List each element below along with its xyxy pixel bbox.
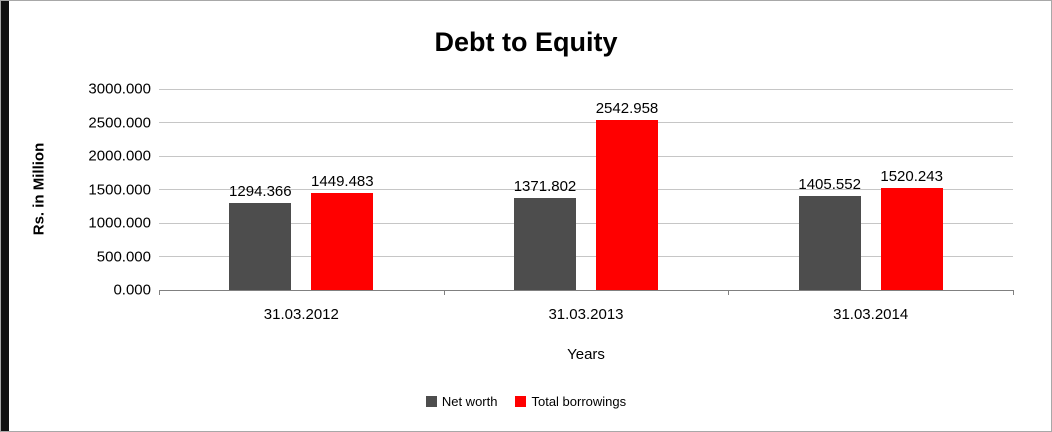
bar-net-worth	[798, 195, 861, 290]
y-axis-label: Rs. in Million	[30, 142, 48, 236]
chart-title: Debt to Equity	[434, 27, 618, 57]
gridline	[159, 155, 1013, 157]
x-axis-line	[159, 290, 1013, 291]
x-tick-label: 31.03.2014	[833, 306, 909, 323]
y-tick-label: 1000.000	[88, 214, 151, 232]
image-border-left	[1, 1, 9, 431]
y-axis-ticks: 0.000 500.000 1000.000 1500.000 2000.000 2500…	[56, 81, 151, 299]
x-axis-label: Years	[567, 346, 605, 363]
bar-net-worth	[514, 198, 576, 290]
legend: Net worth Total borrowings	[1, 394, 1051, 409]
y-tick-label: 2000.000	[88, 147, 151, 165]
axis-tick-mark	[159, 290, 160, 295]
y-tick-label: 0.000	[113, 281, 151, 299]
legend-label: Net worth	[441, 394, 498, 409]
gridline	[159, 122, 1013, 123]
axis-tick-mark	[443, 290, 445, 295]
gridline	[159, 88, 1013, 90]
bar-net-worth	[229, 203, 292, 290]
x-tick-label: 31.03.2012	[263, 306, 339, 323]
bar-total-borrowings	[596, 119, 658, 290]
x-axis-ticks: 31.03.2012 31.03.2013 31.03.2014	[159, 306, 1013, 326]
y-tick-label: 500.000	[96, 248, 151, 265]
bar-total-borrowings	[311, 192, 374, 290]
gridline	[159, 256, 1013, 257]
legend-item-total-borrowings: Total borrowings	[515, 394, 626, 409]
axis-tick-mark	[1013, 290, 1014, 295]
data-label: 1405.552	[798, 175, 861, 193]
gridline	[159, 222, 1013, 224]
data-label: 2542.958	[595, 99, 659, 117]
data-label: 1520.243	[880, 168, 943, 186]
data-label: 1371.802	[513, 178, 577, 196]
legend-label: Total borrowings	[531, 394, 627, 409]
axis-tick-mark	[728, 290, 730, 295]
x-tick-label: 31.03.2013	[548, 306, 624, 323]
y-tick-label: 1500.000	[88, 181, 151, 198]
y-tick-label: 3000.000	[88, 80, 151, 98]
y-tick-label: 2500.000	[88, 114, 151, 131]
legend-item-net-worth: Net worth	[425, 394, 498, 409]
bar-total-borrowings	[880, 188, 943, 290]
legend-swatch-icon	[515, 396, 527, 407]
data-label: 1449.483	[311, 172, 374, 190]
plot-area: 1294.366 1449.483 1371.802 2542.958 1405.552…	[159, 88, 1014, 295]
legend-swatch-icon	[425, 396, 437, 407]
data-label: 1294.366	[229, 183, 292, 201]
gridline	[159, 189, 1013, 190]
